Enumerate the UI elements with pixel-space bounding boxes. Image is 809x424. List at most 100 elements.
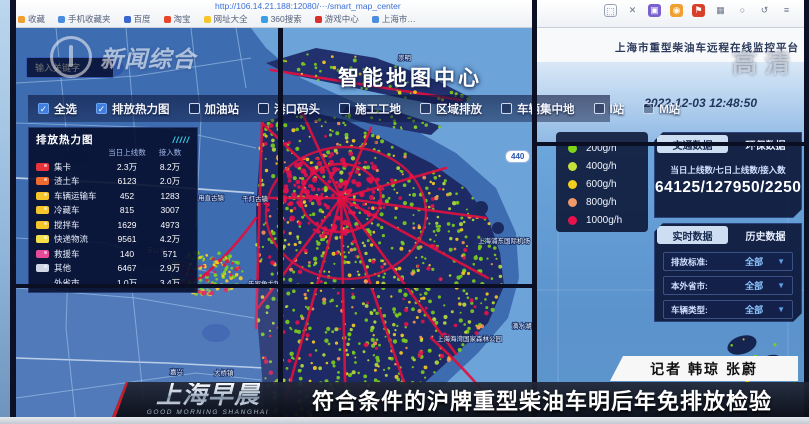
filter-车辆集中地[interactable]: 车辆集中地: [501, 101, 575, 117]
heat-table-row: 冷藏车 815 3007: [29, 203, 197, 218]
legend-row: 600g/h: [568, 175, 648, 193]
bookmark-item[interactable]: 手机收藏夹: [58, 13, 111, 25]
emission-heatmap-map[interactable]: 甪直古镇千灯古镇淀山湖朱家角古镇嘉兴大桥镇崇明上海浦东国际机场上海海湾国家森林公…: [16, 28, 535, 424]
checkbox-icon[interactable]: [501, 103, 512, 114]
filter-排放热力图[interactable]: ✓ 排放热力图: [96, 103, 170, 116]
map-place-label: 千灯古镇: [242, 194, 269, 203]
bookmark-item[interactable]: 游戏中心: [314, 13, 359, 25]
dropdown-排放标准[interactable]: 排放标准: 全部 ▼: [663, 252, 793, 271]
legend-row: 1000g/h: [568, 211, 648, 229]
ghost-mode-icon[interactable]: ○: [739, 5, 746, 15]
tab-realtime-data[interactable]: 实时数据: [657, 226, 728, 244]
checkbox-icon[interactable]: [643, 103, 655, 114]
map-place-label: 上海浦东国际机场: [478, 236, 531, 245]
dropdown-车辆类型[interactable]: 车辆类型: 全部 ▼: [663, 300, 793, 319]
apps-grid-icon[interactable]: ▦: [716, 5, 725, 15]
chevron-down-icon: ▼: [777, 281, 785, 290]
bookmark-favicon-icon: [260, 15, 268, 23]
vehicle-type-icon: [36, 191, 49, 200]
panel-decoration: /////: [172, 134, 190, 145]
bookmark-favicon-icon: [123, 15, 131, 23]
checkbox-icon[interactable]: [188, 103, 200, 114]
checkbox-icon[interactable]: ✓: [96, 103, 107, 114]
vehicle-type-icon: [36, 206, 49, 215]
traffic-data-panel: 交通数据 环保数据 当日上线数/七日上线数/接入数 64125/127950/2…: [654, 132, 802, 218]
tab-env-data[interactable]: 环保数据: [745, 140, 786, 152]
vehicle-type-icon: [36, 177, 49, 186]
heat-panel-title: 排放热力图: [36, 134, 94, 146]
bookmark-item[interactable]: 上海市…: [371, 13, 416, 25]
vehicle-type-icon: [36, 220, 49, 229]
legend-dot-icon: [568, 215, 577, 225]
vehicle-type-icon: [36, 249, 49, 258]
legend-row: 800g/h: [568, 193, 648, 211]
datetime-display: 2022-12-03 12:48:50: [644, 96, 757, 110]
refresh-icon[interactable]: ↺: [760, 5, 769, 15]
dropdown-本外省市[interactable]: 本外省市: 全部 ▼: [663, 276, 793, 295]
map-place-label: 上海海湾国家森林公园: [437, 334, 502, 343]
checkbox-icon[interactable]: ✓: [38, 103, 49, 114]
bookmark-item[interactable]: 网址大全: [203, 13, 248, 25]
bookmark-favicon-icon: [163, 15, 171, 23]
heat-table-row: 渣土车 6123 2.0万: [29, 174, 197, 189]
search-input[interactable]: [33, 61, 107, 74]
photo-edge-left: [0, 0, 10, 424]
bookmark-item[interactable]: 百度: [123, 13, 151, 25]
bookmark-favicon-icon: [371, 15, 379, 23]
legend-dot-icon: [568, 197, 577, 207]
heat-table-row: 快递物流 9561 4.2万: [29, 232, 197, 247]
filter-施工工地[interactable]: 施工工地: [339, 101, 401, 117]
flag-icon[interactable]: ⚑: [692, 4, 705, 17]
chevron-down-icon: ▼: [777, 257, 785, 266]
bookmark-favicon-icon: [18, 15, 25, 23]
filter-区域排放[interactable]: 区域排放: [420, 101, 482, 117]
browser-chrome: http://106.14.21.188:12080/···/smart_map…: [10, 0, 805, 28]
emission-heat-panel: 排放热力图 ///// 当日上线数 接入数 集卡 2.3万 8.2万 渣土车 6123 2…: [28, 127, 198, 293]
bookmark-item[interactable]: 360搜索: [260, 13, 302, 25]
map-place-label: 嘉兴: [170, 367, 184, 376]
chevron-down-icon: ▼: [777, 305, 785, 314]
filter-I站[interactable]: I站: [593, 101, 624, 117]
map-place-label: 朱家角古镇: [248, 279, 281, 288]
col-daily-online: 当日上线数: [108, 148, 146, 157]
heat-table-row: 救援车 140 571: [29, 247, 197, 262]
map-search-box[interactable]: [26, 57, 114, 78]
filter-全选[interactable]: ✓ 全选: [38, 103, 77, 116]
vehicle-type-icon: [36, 235, 49, 244]
layer-filter-row: ✓ 全选 ✓ 排放热力图 加油站 港口码头 施工工地 区域排放 车辆集中地 I站 M站: [28, 95, 680, 122]
photo-edge-left-dark: [10, 0, 16, 424]
vehicle-type-icon: [36, 264, 49, 273]
address-bar-url[interactable]: http://106.14.21.188:12080/···/smart_map…: [215, 1, 401, 11]
checkbox-icon[interactable]: [258, 103, 269, 114]
extension-icon[interactable]: ▣: [648, 4, 661, 17]
map-place-label: 甪直古镇: [198, 193, 225, 202]
traffic-metric-value: 64125/127950/225012: [655, 179, 809, 196]
screenshot-icon[interactable]: ⬚: [604, 4, 617, 17]
show-logo-cn: 上海早晨: [155, 381, 260, 409]
heat-table-row: 外省市 1.0万 3.4万: [29, 276, 197, 291]
legend-row: 400g/h: [568, 157, 648, 175]
col-connected: 接入数: [158, 148, 182, 157]
menu-icon[interactable]: ≡: [783, 5, 790, 15]
road-number-badge: 440: [505, 150, 531, 163]
filter-加油站[interactable]: 加油站: [188, 101, 239, 117]
vehicle-type-icon: [36, 162, 49, 171]
platform-title: 上海市重型柴油车远程在线监控平台: [615, 42, 799, 54]
bookmark-item[interactable]: 淘宝: [163, 13, 191, 25]
bookmark-item[interactable]: 收藏: [18, 13, 45, 25]
filter-M站[interactable]: M站: [643, 101, 680, 117]
bookmarks-bar: 收藏 手机收藏夹 百度 淘宝 网址大全 360搜索 游戏中心 上海市…: [18, 13, 416, 25]
traffic-metric-label: 当日上线数/七日上线数/接入数: [670, 165, 786, 175]
shield-icon[interactable]: ◉: [670, 4, 683, 17]
tab-history-data[interactable]: 历史数据: [745, 231, 786, 243]
bookmark-favicon-icon: [314, 15, 322, 23]
bezel-vertical-right: [532, 0, 537, 424]
filter-港口码头[interactable]: 港口码头: [258, 101, 320, 117]
legend-dot-icon: [568, 179, 577, 189]
checkbox-icon[interactable]: [593, 103, 605, 114]
heat-table-body: 集卡 2.3万 8.2万 渣土车 6123 2.0万 车辆运输车 452 1283 冷藏车 815 3…: [29, 160, 197, 291]
checkbox-icon[interactable]: [420, 103, 431, 114]
checkbox-icon[interactable]: [339, 103, 350, 114]
close-tab-icon[interactable]: ✕: [628, 5, 637, 15]
